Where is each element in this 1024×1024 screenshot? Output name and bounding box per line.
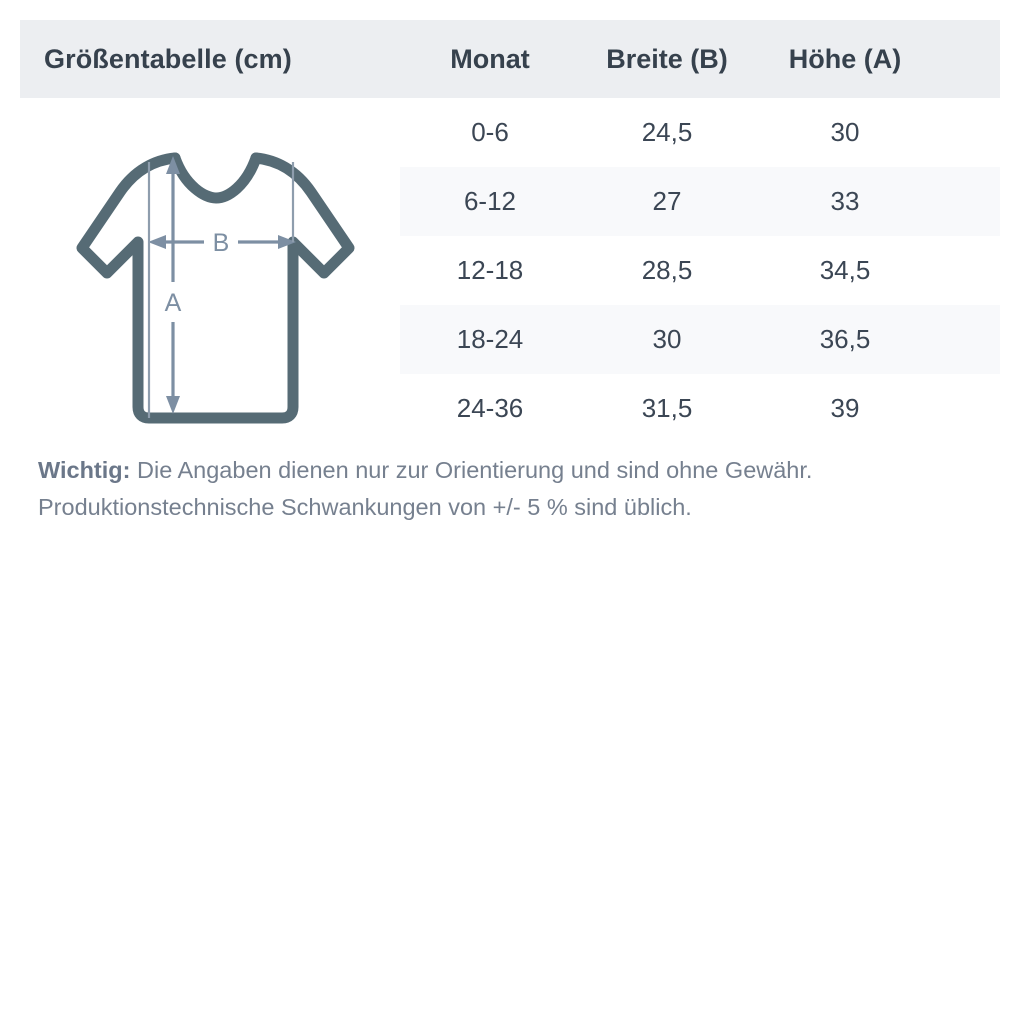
- cell-hoehe: 30: [830, 117, 860, 147]
- table-row: 0-6 24,5 30: [400, 98, 1000, 167]
- height-arrowhead-up: [166, 156, 180, 174]
- cell-monat: 18-24: [456, 324, 524, 354]
- cell-breite: 31,5: [641, 393, 693, 423]
- cell-breite: 30: [652, 324, 682, 354]
- height-label: A: [165, 289, 182, 317]
- cell-monat: 12-18: [456, 255, 524, 285]
- reference-lines: [147, 162, 295, 418]
- footnote-line-1: Die Angaben dienen nur zur Orientierung …: [130, 457, 813, 483]
- dimension-arrows: [148, 156, 296, 414]
- tshirt-outline-icon: [76, 152, 355, 424]
- footnote-strong: Wichtig:: [38, 457, 131, 483]
- width-arrowhead-right: [278, 235, 296, 249]
- table-row: 18-24 30 36,5: [400, 305, 1000, 374]
- table-header-band: [20, 20, 1000, 98]
- column-header-hoehe: Höhe (A): [788, 43, 902, 74]
- tshirt-diagram: B A: [60, 130, 400, 430]
- table-row: 12-18 28,5 34,5: [400, 236, 1000, 305]
- footnote: Wichtig: Die Angaben dienen nur zur Orie…: [38, 452, 988, 526]
- cell-hoehe: 34,5: [819, 255, 871, 285]
- column-header-breite: Breite (B): [606, 43, 728, 74]
- cell-hoehe: 39: [830, 393, 860, 423]
- width-label: B: [213, 229, 230, 257]
- cell-monat: 6-12: [463, 186, 517, 216]
- cell-breite: 24,5: [641, 117, 693, 147]
- height-arrowhead-down: [166, 396, 180, 414]
- cell-breite: 28,5: [641, 255, 693, 285]
- cell-hoehe: 36,5: [819, 324, 871, 354]
- footnote-line-2: Produktionstechnische Schwankungen von +…: [38, 494, 692, 520]
- cell-breite: 27: [652, 186, 682, 216]
- table-row: 6-12 27 33: [400, 167, 1000, 236]
- cell-hoehe: 33: [830, 186, 860, 216]
- cell-monat: 0-6: [471, 117, 509, 147]
- page-title: Größentabelle (cm): [44, 43, 292, 74]
- cell-monat: 24-36: [456, 393, 524, 423]
- table-row: 24-36 31,5 39: [400, 374, 1000, 443]
- width-arrowhead-left: [148, 235, 166, 249]
- column-header-monat: Monat: [450, 43, 530, 74]
